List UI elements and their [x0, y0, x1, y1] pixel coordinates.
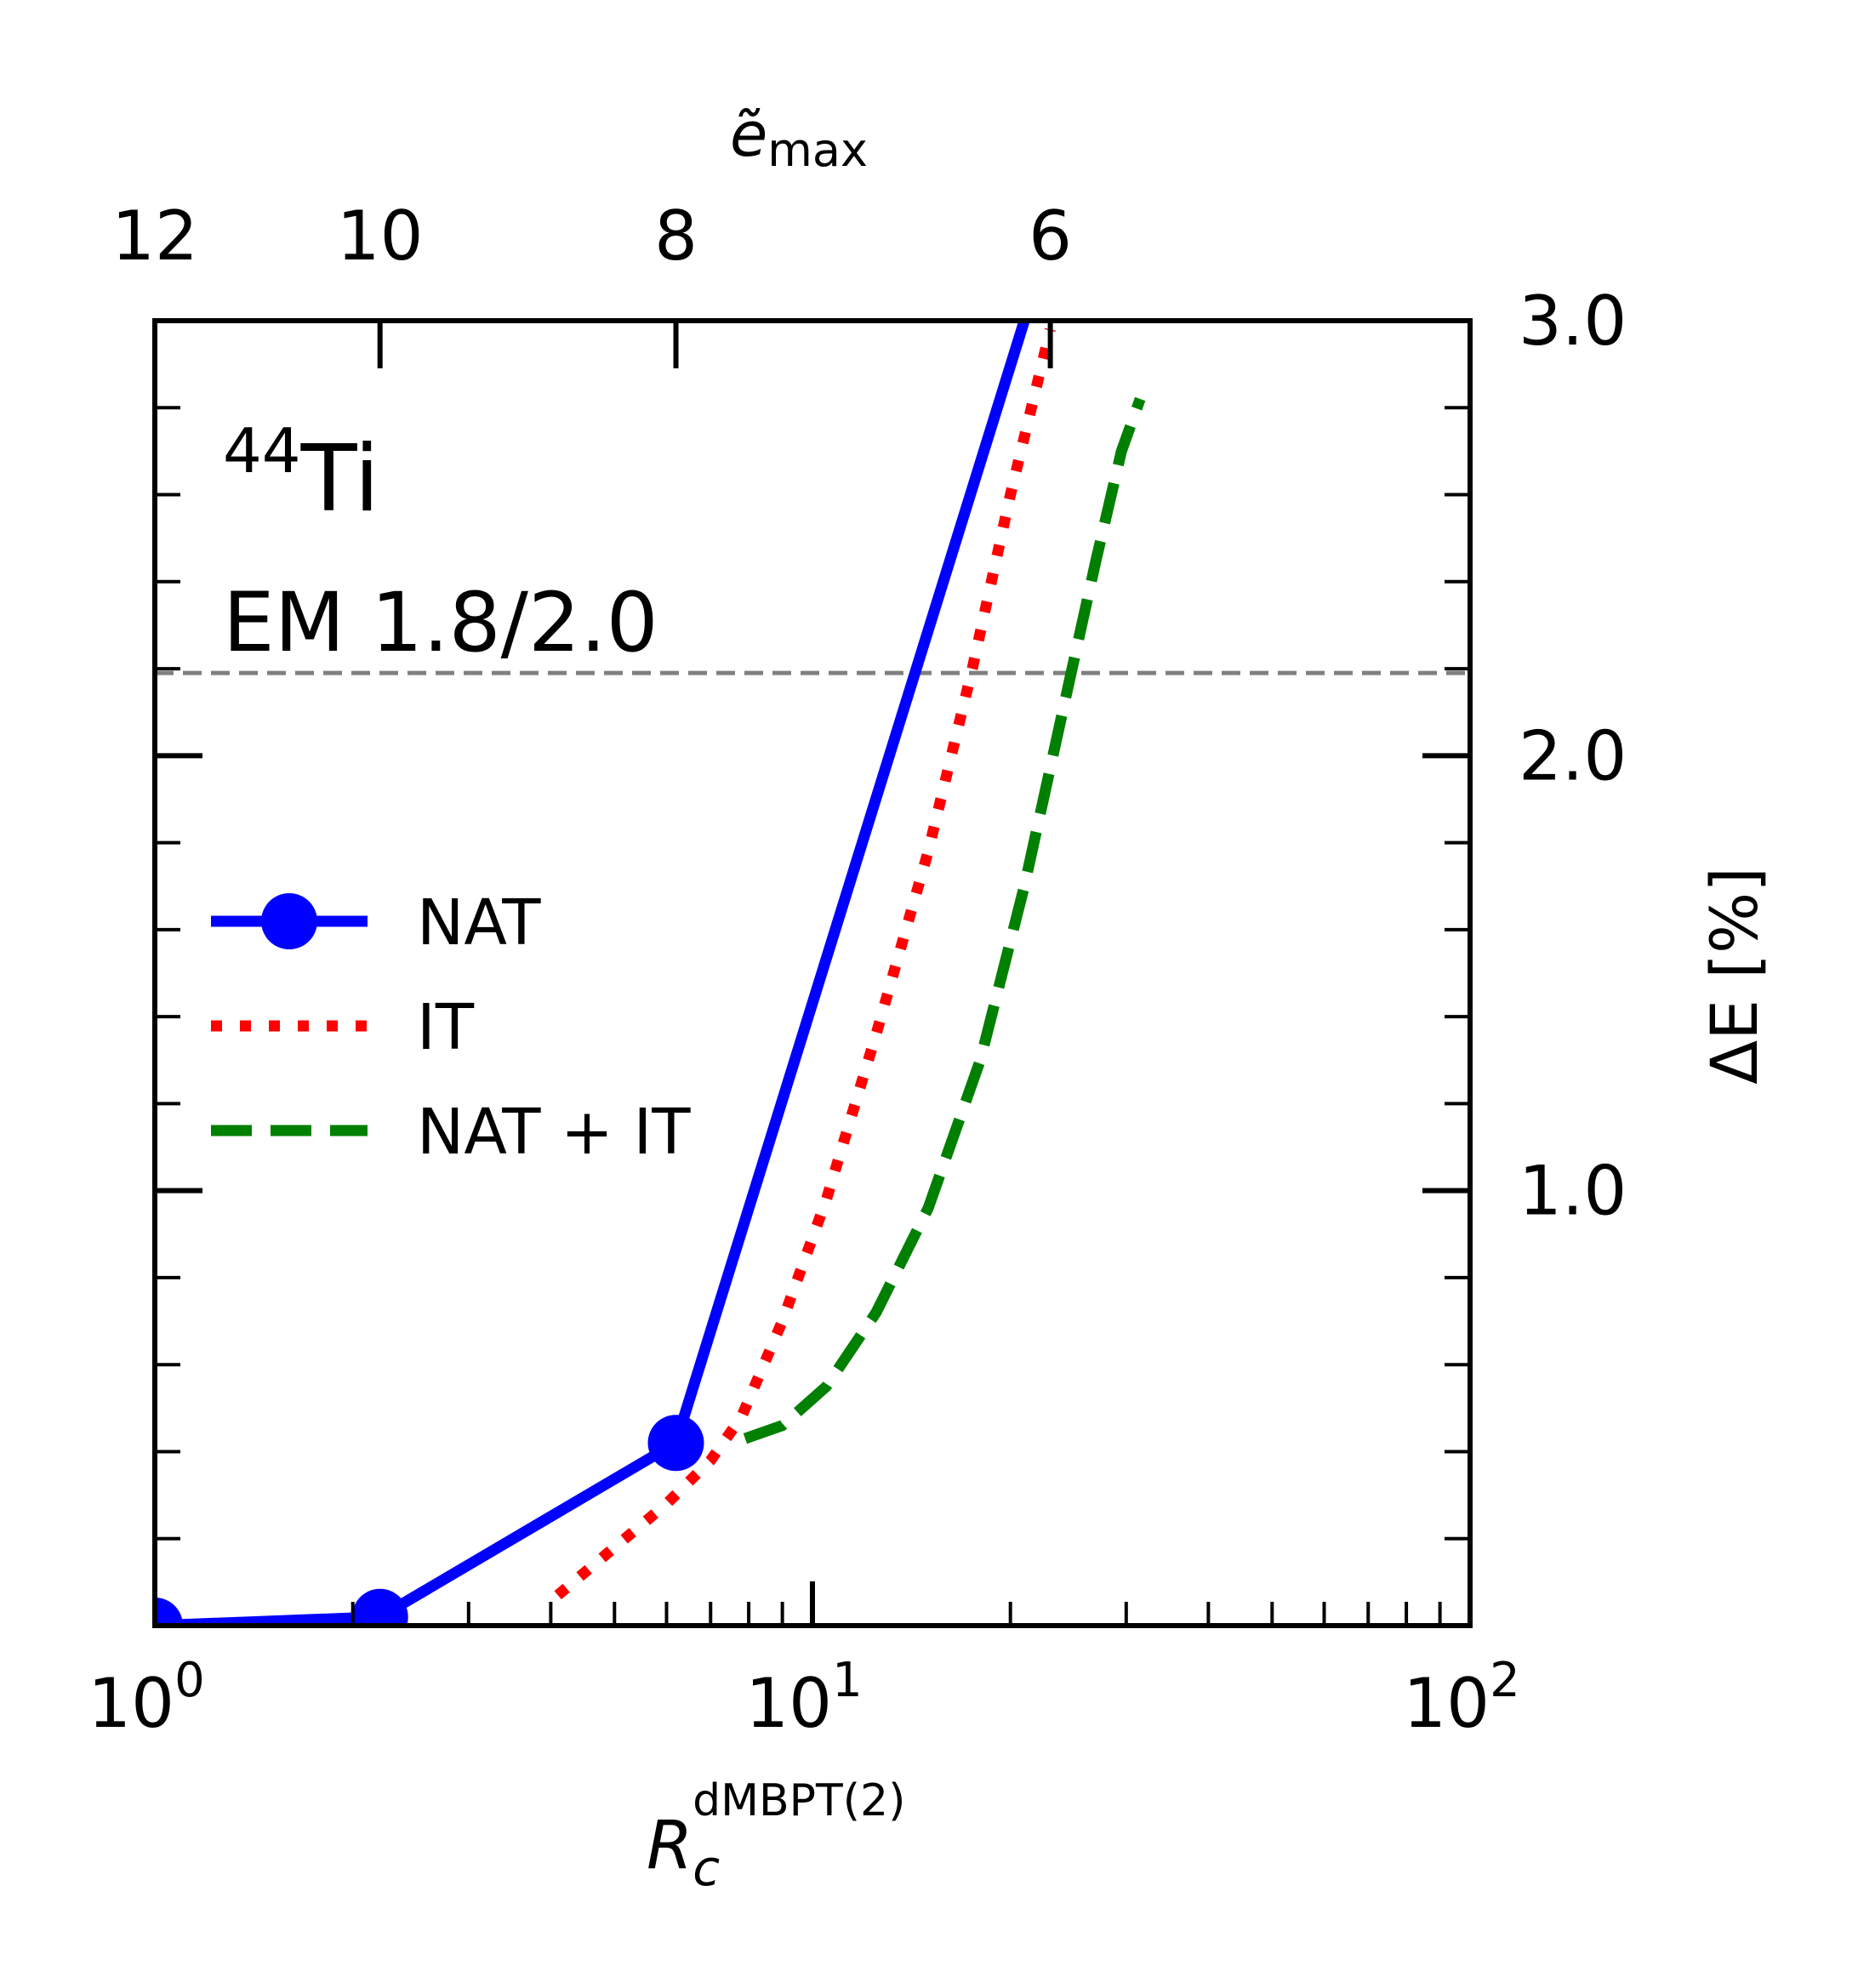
- top-axis-title-sub: max: [767, 123, 868, 177]
- x-axis-title-main: R: [647, 1808, 692, 1884]
- series-nat: [155, 321, 1030, 1626]
- interaction-label: EM 1.8/2.0: [223, 575, 658, 670]
- nucleus-label: 44Ti: [223, 415, 379, 533]
- data-point-marker: [351, 1588, 408, 1626]
- top-tick-label: 10: [337, 197, 424, 276]
- series-it: [554, 328, 1056, 1600]
- x-tick-label: 102: [1403, 1653, 1519, 1743]
- top-axis-title-main: ẽ: [730, 99, 767, 170]
- legend-label: NAT: [417, 886, 541, 960]
- data-point-marker: [155, 1598, 183, 1626]
- nucleus-mass-number: 44: [223, 415, 301, 487]
- x-tick-label-base: 10: [1403, 1664, 1490, 1743]
- legend-label: NAT + IT: [417, 1096, 691, 1169]
- x-axis-title-sub: c: [692, 1839, 720, 1897]
- x-tick-label-exponent: 1: [832, 1653, 863, 1708]
- series-line: [155, 321, 1030, 1626]
- series-line: [743, 396, 1146, 1444]
- top-tick-label: 12: [111, 197, 198, 276]
- y-axis-title: ΔE [%]: [1696, 867, 1772, 1085]
- x-tick-label-base: 10: [745, 1664, 832, 1743]
- top-tick-label: 6: [1029, 197, 1072, 276]
- legend-label: IT: [417, 991, 475, 1064]
- x-tick-label-exponent: 0: [174, 1653, 205, 1708]
- y-tick-label: 1.0: [1519, 1152, 1627, 1231]
- y-tick-label: 3.0: [1519, 282, 1627, 361]
- x-axis-title-sup: dMBPT(2): [692, 1775, 905, 1826]
- legend: NAT IT NAT + IT: [211, 886, 691, 1169]
- x-tick-label-exponent: 2: [1490, 1653, 1520, 1708]
- legend-marker: [261, 893, 317, 949]
- series-line: [554, 328, 1056, 1600]
- top-axis-title: ẽmax: [730, 99, 868, 177]
- x-tick-label: 101: [745, 1653, 862, 1743]
- top-tick-label: 8: [654, 197, 698, 276]
- series-layer: [155, 321, 1146, 1626]
- nucleus-element: Ti: [300, 426, 380, 533]
- x-axis-title: Rc dMBPT(2): [647, 1775, 905, 1897]
- y-tick-label: 2.0: [1519, 716, 1627, 795]
- x-tick-label-base: 10: [88, 1664, 174, 1743]
- data-point-marker: [647, 1415, 704, 1472]
- series-nat-it: [743, 396, 1146, 1444]
- x-tick-label: 100: [88, 1653, 204, 1743]
